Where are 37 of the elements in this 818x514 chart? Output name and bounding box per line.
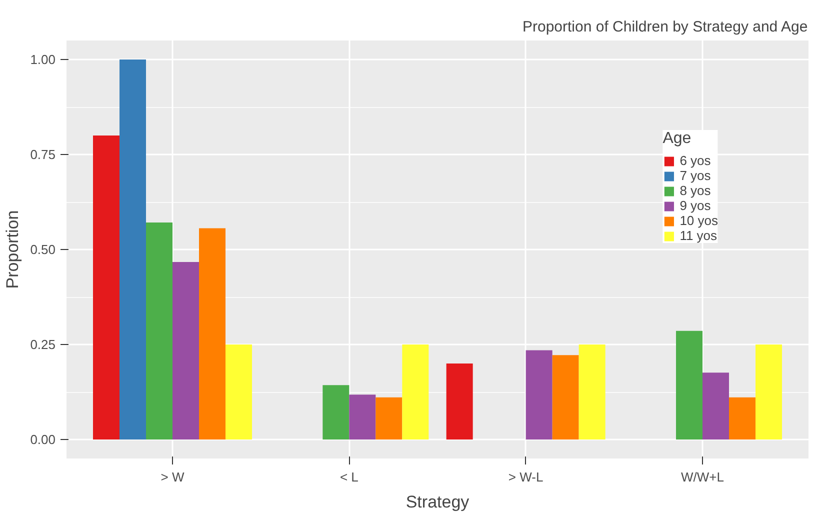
chart-title: Proportion of Children by Strategy and Age — [522, 18, 808, 36]
x-tick-label: < L — [340, 470, 358, 484]
bar — [226, 344, 252, 440]
x-axis-title: Strategy — [406, 492, 470, 512]
legend-label: 10 yos — [680, 213, 718, 228]
bar — [702, 372, 729, 440]
legend-label: 9 yos — [680, 198, 711, 213]
bar — [120, 60, 146, 440]
bar — [578, 344, 606, 440]
bar — [322, 385, 350, 440]
y-tick-label: 0.00 — [30, 432, 56, 447]
x-tick-label: > W — [160, 470, 185, 484]
bar — [676, 330, 702, 440]
bar — [526, 350, 552, 440]
bar — [172, 262, 199, 440]
legend-label: 11 yos — [680, 228, 718, 243]
legend-title: Age — [662, 130, 692, 148]
y-axis-title: Proportion — [3, 210, 22, 289]
y-tick-label: 0.50 — [30, 242, 56, 257]
legend-label: 6 yos — [680, 153, 711, 168]
y-tick-label: 1.00 — [30, 52, 56, 67]
bar — [93, 136, 120, 440]
y-tick-label: 0.25 — [30, 337, 56, 352]
bar — [349, 394, 376, 440]
bar — [376, 397, 402, 440]
legend-label: 7 yos — [680, 168, 711, 183]
bar — [446, 364, 473, 440]
bar — [729, 397, 756, 440]
legend-label: 8 yos — [680, 183, 711, 198]
bar — [552, 355, 579, 440]
bar — [402, 344, 429, 440]
y-tick-label: 0.75 — [30, 147, 56, 162]
bar — [199, 228, 226, 440]
bar — [146, 222, 172, 440]
bar — [756, 344, 782, 440]
x-tick-label: > W-L — [508, 470, 544, 484]
x-tick-label: W/W+L — [681, 470, 724, 484]
